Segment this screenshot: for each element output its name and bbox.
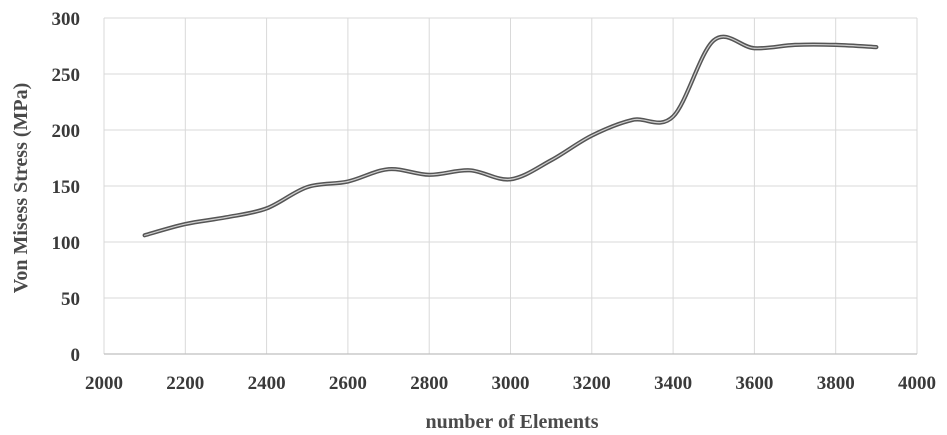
x-tick-label: 4000 <box>898 373 936 394</box>
x-tick-label: 3600 <box>735 373 773 394</box>
x-axis-title: number of Elements <box>426 411 599 433</box>
x-tick-label: 3200 <box>573 373 611 394</box>
x-tick-label: 2600 <box>329 373 367 394</box>
gridlines <box>103 17 918 355</box>
x-tick-label: 2800 <box>410 373 448 394</box>
y-tick-label: 250 <box>52 65 81 86</box>
x-tick-label: 2400 <box>248 373 286 394</box>
x-axis-ticks: 2000 2200 2400 2600 2800 3000 3200 3400 3600 3800… <box>85 373 936 394</box>
x-tick-label: 3400 <box>654 373 692 394</box>
series-line-highlight <box>144 36 877 236</box>
x-tick-label: 3000 <box>492 373 530 394</box>
y-tick-label: 0 <box>71 345 81 366</box>
y-axis-ticks: 0 50 100 150 200 250 300 <box>52 9 81 366</box>
y-tick-label: 300 <box>52 9 81 30</box>
x-tick-label: 3800 <box>817 373 855 394</box>
y-tick-label: 200 <box>52 121 81 142</box>
y-tick-label: 100 <box>52 233 81 254</box>
x-tick-label: 2200 <box>166 373 204 394</box>
x-tick-label: 2000 <box>85 373 123 394</box>
y-tick-label: 50 <box>61 289 80 310</box>
y-tick-label: 150 <box>52 177 81 198</box>
series-group <box>142 34 879 238</box>
y-axis-title: Von Misess Stress (MPa) <box>10 83 32 294</box>
